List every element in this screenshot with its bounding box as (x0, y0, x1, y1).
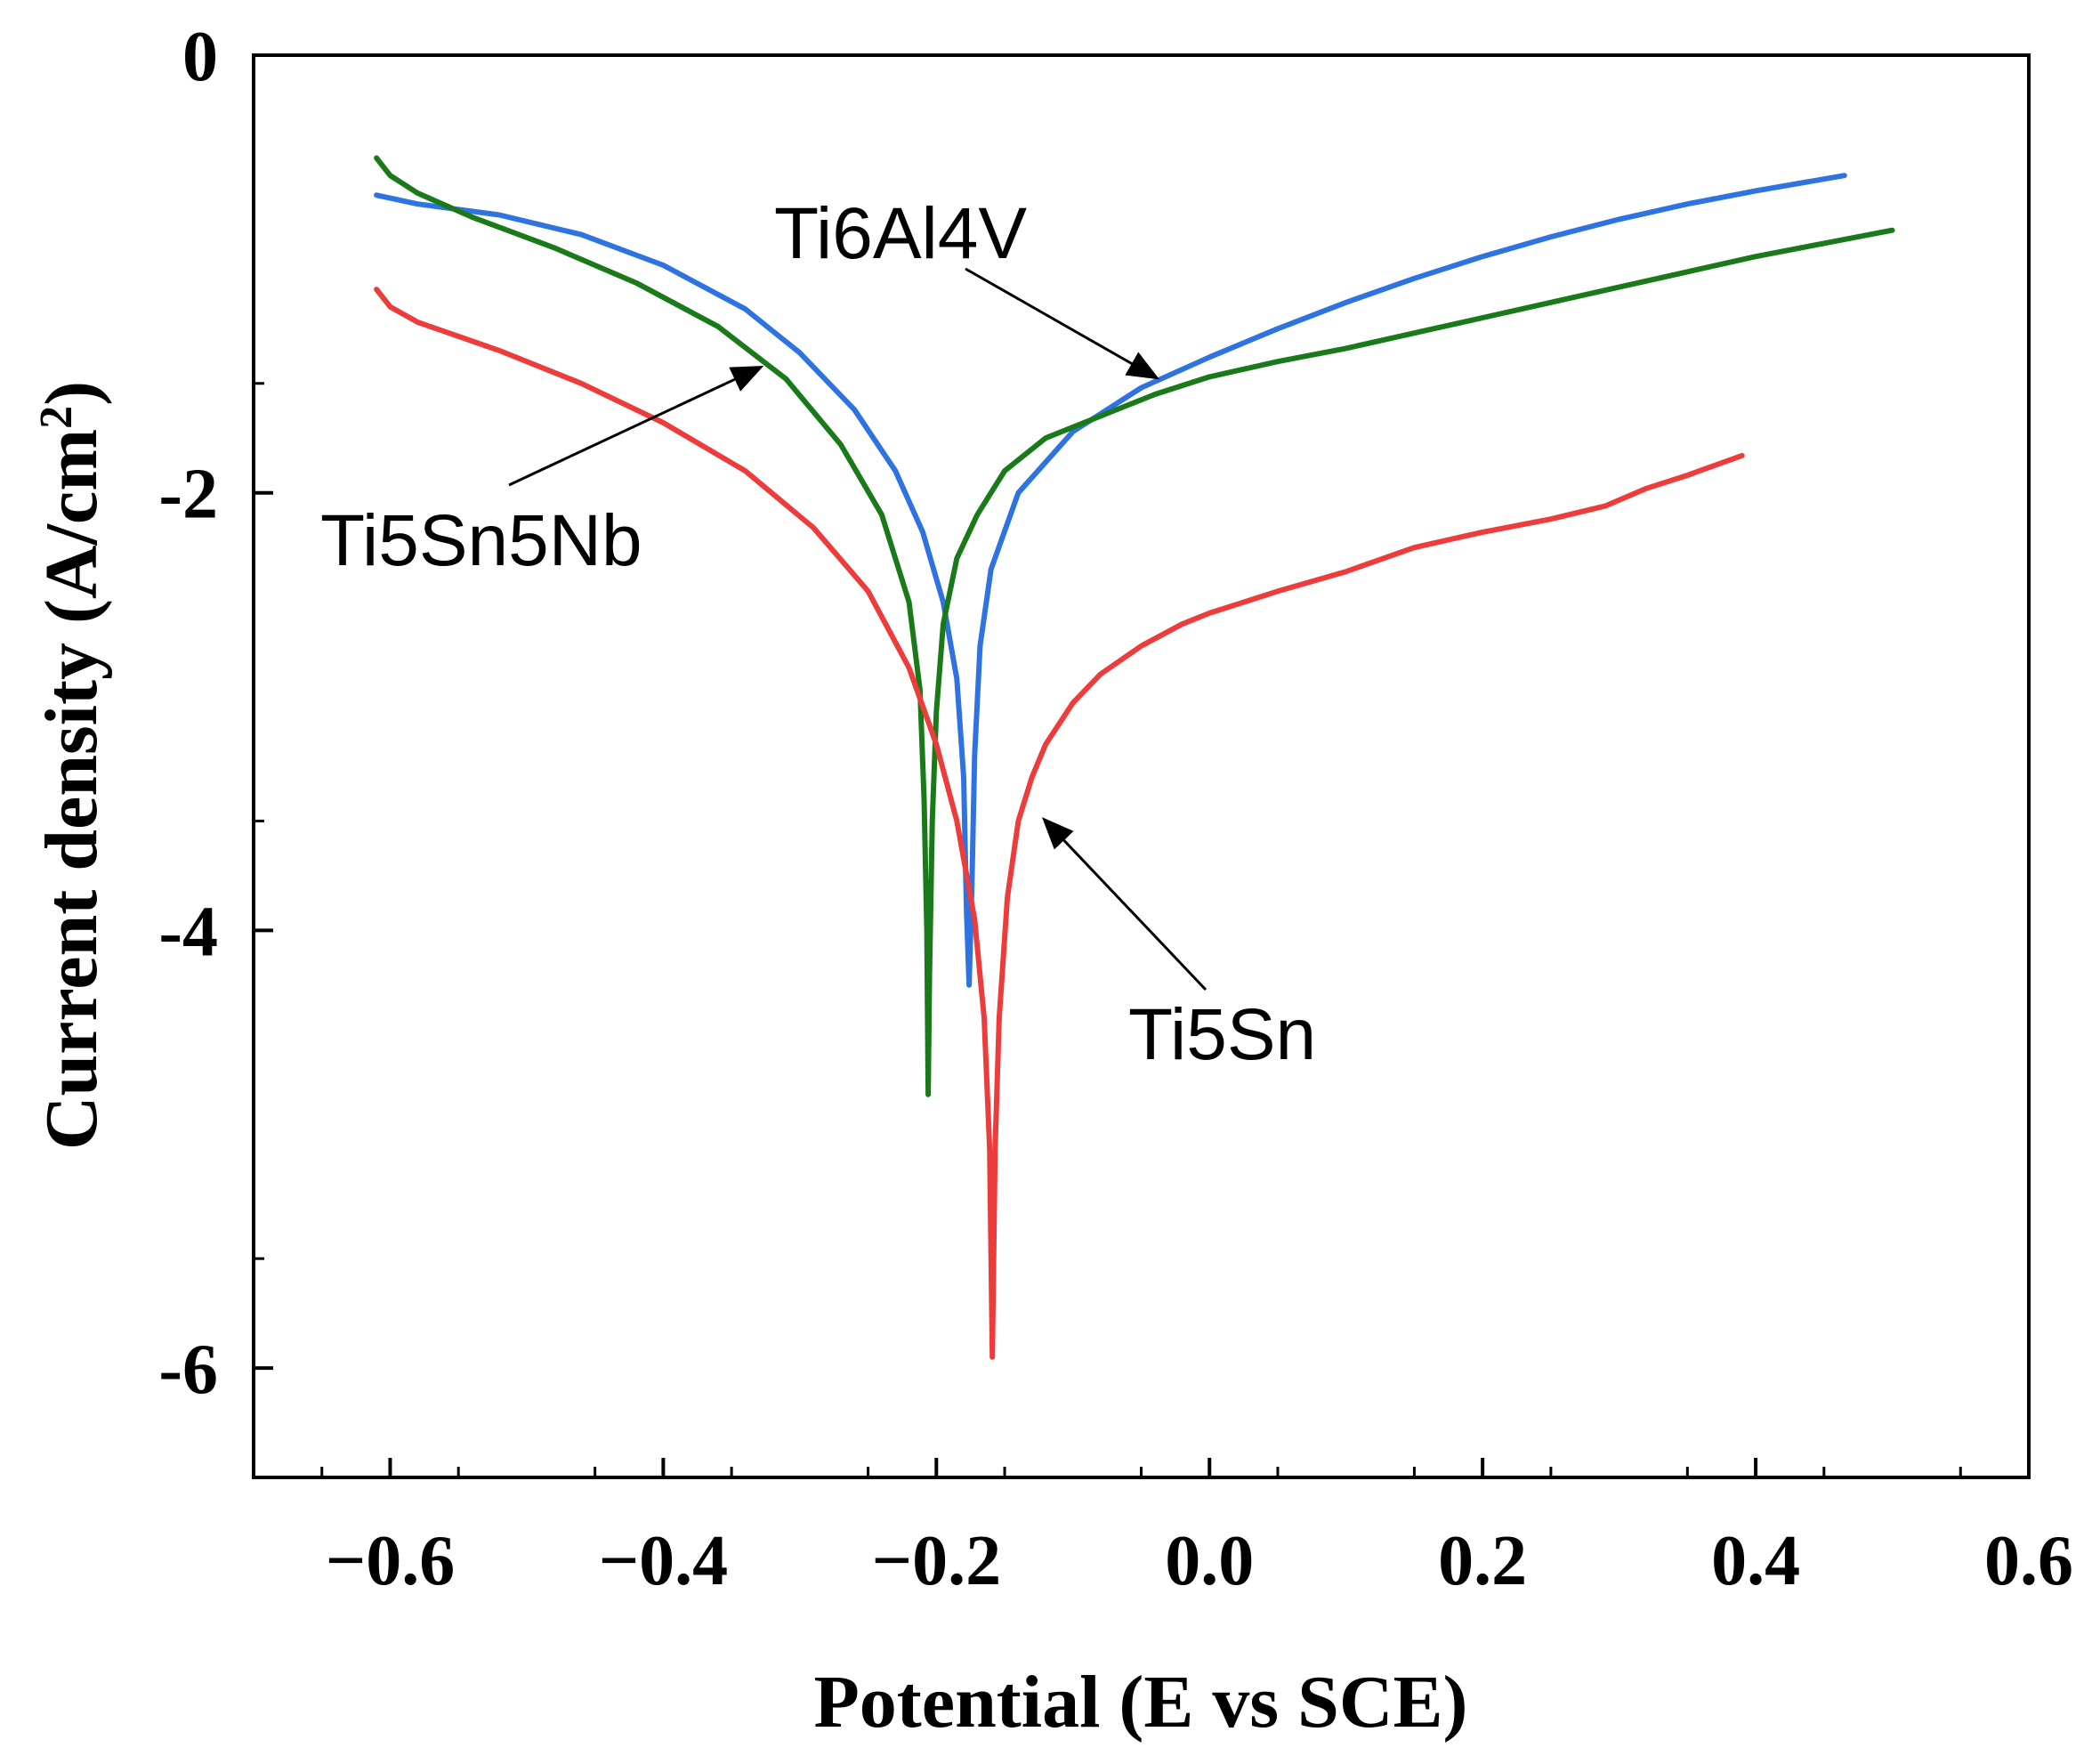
y-tick-label: -4 (158, 893, 218, 971)
x-tick-label: −0.6 (326, 1522, 456, 1600)
y-tick-label: -2 (158, 456, 218, 534)
y-axis-title-main: Current density (A/cm (30, 429, 113, 1150)
annotation-ti5sn: Ti5Sn (1128, 994, 1316, 1075)
y-tick-label: -6 (158, 1331, 218, 1409)
annotation-arrow-ti6al4v (965, 267, 1160, 380)
annotation-ti5sn5nb: Ti5Sn5Nb (320, 500, 642, 581)
x-tick-label: 0.0 (1165, 1522, 1254, 1600)
series-line-ti5sn5nb (374, 155, 1895, 1097)
y-tick-label: 0 (182, 18, 218, 96)
annotation-arrow-ti5sn5nb (508, 366, 764, 487)
y-axis-title-close: ) (30, 381, 113, 406)
plot-frame (252, 53, 2031, 1479)
x-tick-label: −0.2 (872, 1522, 1002, 1600)
y-axis-title: Current density (A/cm2) (30, 381, 113, 1150)
x-tick-label: 0.2 (1438, 1522, 1527, 1600)
annotation-ti6al4v: Ti6Al4V (774, 193, 1027, 274)
x-tick-label: 0.4 (1711, 1522, 1800, 1600)
series-curves (374, 155, 1895, 1360)
x-tick-label: −0.4 (599, 1522, 729, 1600)
y-axis-title-sup: 2 (31, 406, 82, 429)
series-line-ti5sn (374, 287, 1745, 1360)
y-axis: 0 -2 -4 -6 (158, 18, 273, 1409)
x-tick-label: 0.6 (1984, 1522, 2073, 1600)
x-axis: −0.6 −0.4 −0.2 0.0 0.2 0.4 0.6 (320, 1458, 2073, 1600)
x-axis-title: Potential (E vs SCE) (814, 1661, 1468, 1744)
annotation-arrows (508, 267, 1208, 991)
series-line-ti6al4v (374, 173, 1847, 988)
annotation-arrow-ti5sn (1041, 817, 1208, 991)
